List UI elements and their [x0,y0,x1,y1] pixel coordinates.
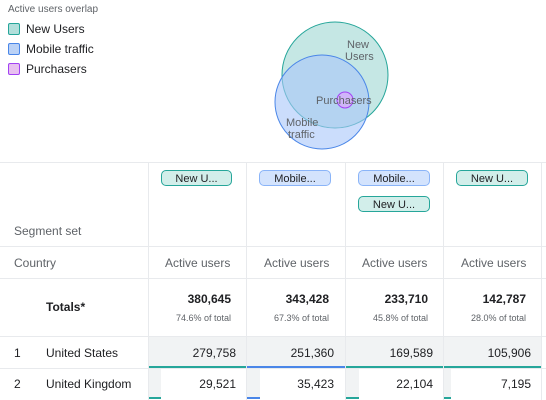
metric-header-active-users[interactable]: Active users [461,256,527,270]
total-percent: 74.6% of total [175,313,231,323]
value-cell-underline [149,397,161,399]
legend-label: Mobile traffic [26,42,94,56]
value-cell-underline [346,366,443,368]
value-cell-underline [247,366,345,368]
total-value: 233,710 [384,292,428,306]
value-cell-bar [247,337,345,366]
legend-label: New Users [26,22,85,36]
venn-legend: Active users overlap New Users Mobile tr… [8,4,98,79]
value-cell: 169,589 [389,346,433,360]
legend-title: Active users overlap [8,4,99,15]
value-cell-underline [444,366,541,368]
row-rank: 2 [14,377,21,391]
legend-item-mobile-traffic[interactable]: Mobile traffic [8,39,98,59]
divider [0,162,546,163]
total-value: 343,428 [285,292,329,306]
divider [443,162,444,400]
segment-chip-new-users[interactable]: New U... [161,170,232,186]
total-percent: 28.0% of total [470,313,526,323]
divider [0,278,546,279]
divider [0,368,546,369]
divider [246,162,247,400]
dimension-header-country[interactable]: Country [14,256,57,270]
venn-label-new-users-2: Users [345,51,374,63]
divider [541,162,542,400]
legend-item-new-users[interactable]: New Users [8,19,98,39]
row-country-link[interactable]: United Kingdom [46,377,132,391]
total-percent: 67.3% of total [273,313,329,323]
legend-swatch-mobile-traffic [8,43,20,55]
value-cell-underline [444,397,451,399]
total-percent: 45.8% of total [372,313,428,323]
value-cell-bar [149,369,161,397]
value-cell-bar [444,337,541,366]
value-cell: 279,758 [192,346,236,360]
divider [148,162,149,400]
divider [345,162,346,400]
value-cell: 7,195 [500,377,531,391]
venn-circle-mobile-traffic[interactable] [274,54,370,150]
venn-diagram: New Users Purchasers Mobile traffic [274,21,389,150]
segment-chip-mobile-traffic[interactable]: Mobile... [259,170,331,186]
venn-label-mobile-2: traffic [288,129,315,141]
value-cell-bar [149,337,246,366]
value-cell-bar [444,369,451,397]
venn-label-mobile-1: Mobile [286,117,318,129]
legend-item-purchasers[interactable]: Purchasers [8,59,98,79]
total-value: 142,787 [482,292,526,306]
divider [0,336,546,337]
value-cell-bar [346,369,359,397]
value-cell: 22,104 [396,377,433,391]
divider [0,246,546,247]
row-rank: 1 [14,346,21,360]
metric-header-active-users[interactable]: Active users [264,256,330,270]
value-cell-underline [149,366,246,368]
value-cell-underline [346,397,359,399]
segment-chip-mobile-traffic[interactable]: Mobile... [358,170,430,186]
value-cell-bar [346,337,443,366]
segment-chip-new-users[interactable]: New U... [358,196,430,212]
value-cell: 251,360 [290,346,334,360]
venn-label-new-users-1: New [347,39,369,51]
value-cell: 35,423 [297,377,334,391]
value-cell: 105,906 [487,346,531,360]
venn-circle-purchasers[interactable] [336,91,354,109]
segment-set-label: Segment set [14,224,82,238]
value-cell: 29,521 [199,377,236,391]
metric-header-active-users[interactable]: Active users [362,256,428,270]
segment-chip-new-users[interactable]: New U... [456,170,528,186]
row-country-link[interactable]: United States [46,346,119,360]
segment-table: New U... Mobile... Mobile... New U... Ne… [0,162,546,400]
metric-header-active-users[interactable]: Active users [165,256,231,270]
legend-label: Purchasers [26,62,87,76]
total-value: 380,645 [187,292,231,306]
value-cell-bar [247,369,260,397]
totals-label: Totals* [46,300,86,314]
legend-swatch-purchasers [8,63,20,75]
value-cell-underline [247,397,260,399]
venn-label-purchasers: Purchasers [316,95,372,107]
legend-swatch-new-users [8,23,20,35]
